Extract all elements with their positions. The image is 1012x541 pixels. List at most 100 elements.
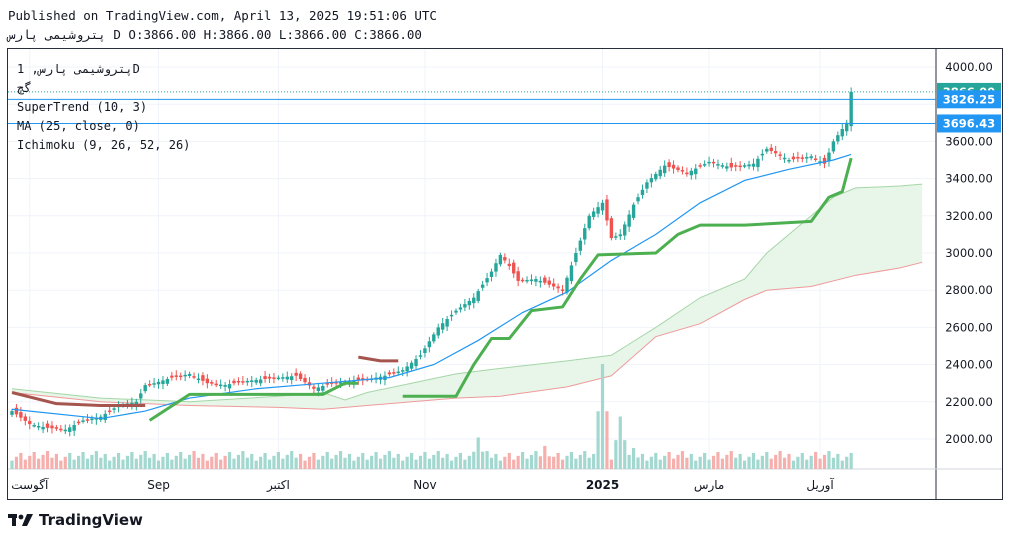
candle-body — [232, 380, 236, 384]
candle-body — [503, 257, 507, 261]
candle-body — [192, 376, 196, 378]
volume-bar — [716, 452, 720, 469]
legend-supertrend[interactable]: SuperTrend (10, 3) — [17, 100, 148, 114]
candle-body — [45, 423, 50, 428]
candle-body — [334, 382, 338, 384]
candle-body — [831, 141, 836, 152]
candle-body — [623, 224, 627, 236]
volume-bar — [765, 452, 769, 469]
candle-body — [773, 151, 778, 154]
legend-ichimoku[interactable]: Ichimoku (9, 26, 52, 26) — [17, 138, 191, 152]
candle-body — [316, 387, 321, 392]
candle-body — [294, 372, 298, 376]
volume-bar — [441, 457, 445, 469]
volume-bar — [698, 456, 702, 469]
volume-bar — [223, 455, 227, 469]
volume-bar — [592, 453, 596, 469]
candle-body — [227, 384, 232, 389]
candle-body — [387, 372, 392, 375]
candle-body — [152, 383, 156, 385]
volume-bar — [14, 456, 19, 469]
volume-bar — [294, 457, 298, 469]
candle-body — [85, 419, 90, 421]
x-tick-label: آوریل — [806, 477, 834, 493]
volume-bar — [174, 455, 178, 469]
candle-body — [769, 147, 773, 152]
candle-body — [751, 163, 756, 167]
volume-bar — [334, 454, 338, 469]
candle-body — [414, 359, 418, 367]
volume-bar — [50, 457, 54, 469]
candle-body — [849, 91, 853, 127]
candle-body — [214, 383, 218, 386]
candle-body — [187, 373, 192, 376]
candle-body — [409, 362, 414, 369]
volume-bar — [436, 451, 440, 469]
volume-bar — [427, 458, 431, 469]
volume-bar — [121, 459, 125, 469]
candle-body — [321, 385, 325, 391]
volume-bar — [649, 456, 653, 469]
candle-body — [569, 265, 574, 282]
chart-pane[interactable]: 3866.003826.253696.432000.002200.002400.… — [7, 48, 1003, 500]
volume-bar — [387, 451, 391, 469]
volume-bar — [259, 456, 263, 469]
volume-bar — [352, 460, 356, 469]
volume-bar — [236, 454, 241, 469]
volume-bar — [632, 448, 636, 469]
volume-bar — [343, 457, 347, 469]
x-tick-label: مارس — [694, 478, 725, 493]
volume-bar — [330, 458, 334, 469]
volume-bar — [370, 455, 374, 469]
candle-body — [139, 393, 143, 399]
volume-bar — [299, 453, 303, 469]
candle-body — [312, 386, 316, 389]
candle-body — [720, 165, 725, 167]
legend-symbol: پتروشیمی پارس, 1D — [17, 62, 140, 76]
candle-body — [618, 234, 622, 237]
volume-bar — [489, 457, 494, 469]
price-label-text: 3696.43 — [943, 116, 995, 130]
candle-body — [587, 215, 591, 229]
candle-body — [645, 182, 649, 189]
candle-body — [14, 407, 19, 415]
volume-bar — [472, 451, 476, 469]
volume-bar — [227, 452, 232, 469]
candle-body — [445, 319, 449, 327]
volume-bar — [463, 459, 467, 469]
candle-body — [649, 178, 654, 183]
volume-bar — [214, 452, 218, 469]
volume-bar — [281, 458, 285, 469]
candle-body — [338, 382, 343, 384]
candle-body — [654, 173, 658, 180]
volume-bar — [54, 453, 58, 469]
legend-moving-average[interactable]: MA (25, close, 0) — [17, 119, 140, 133]
volume-bar — [609, 459, 613, 469]
volume-bar — [481, 451, 485, 469]
volume-bar — [250, 453, 254, 469]
price-chart[interactable]: 3866.003826.253696.432000.002200.002400.… — [8, 49, 1002, 499]
candle-body — [143, 385, 147, 392]
x-tick-label: Nov — [413, 478, 436, 492]
volume-bar — [689, 453, 693, 469]
candle-body — [631, 204, 636, 218]
volume-bar — [614, 440, 618, 469]
volume-bar — [636, 457, 640, 469]
price-label-box — [937, 114, 1001, 133]
volume-bar — [219, 459, 223, 469]
y-tick-label: 3200.00 — [945, 209, 993, 223]
candle-body — [578, 240, 583, 251]
volume-bar — [756, 459, 760, 469]
volume-bar — [316, 459, 320, 469]
volume-bar — [130, 452, 134, 469]
volume-bar — [347, 453, 352, 469]
candle-body — [543, 277, 547, 283]
volume-bar — [290, 451, 294, 469]
volume-bar — [467, 455, 471, 469]
candle-body — [605, 199, 609, 221]
volume-bar — [454, 456, 458, 469]
volume-bar — [10, 460, 14, 469]
candle-body — [241, 381, 245, 383]
candle-body — [662, 165, 667, 174]
candle-body — [822, 157, 827, 164]
